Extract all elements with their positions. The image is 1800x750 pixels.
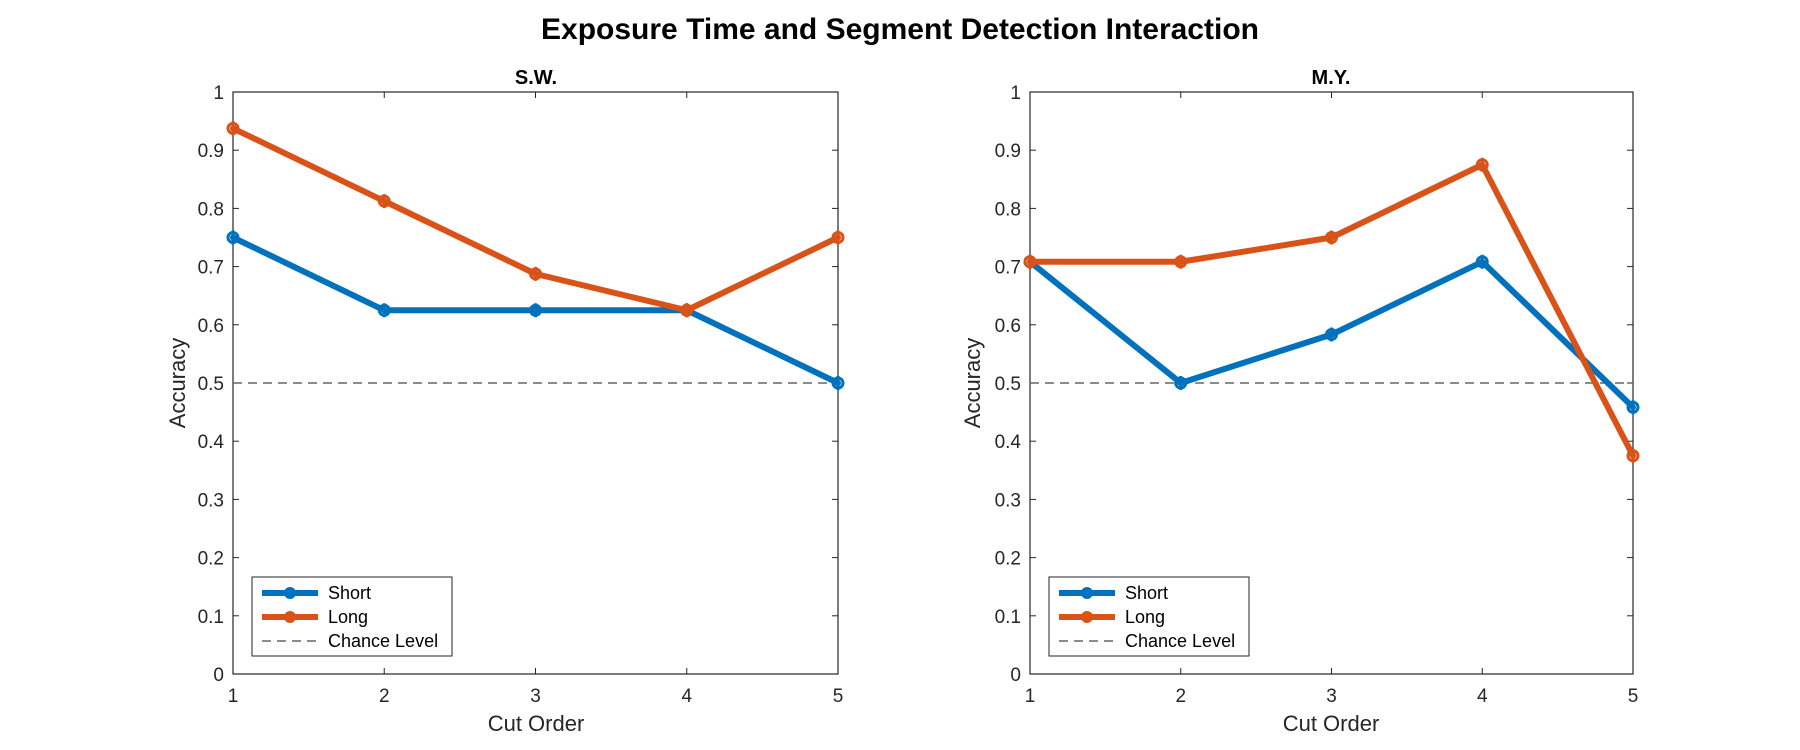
legend-item: Short [1059,583,1168,603]
y-tick-label: 0.6 [995,316,1021,337]
y-tick-label: 0.8 [198,199,224,220]
x-tick-label: 4 [681,686,692,707]
legend-label: Chance Level [1125,631,1235,651]
data-point [1475,157,1489,172]
panel-my: M.Y. Cut Order Accuracy 1 2 3 4 500.10.20.30… [960,67,1640,736]
y-tick-label: 0.1 [995,607,1021,628]
legend-marker [1081,611,1093,623]
y-tick-label: 0.5 [995,374,1021,395]
y-tick-label: 0.4 [198,432,225,453]
data-point [1475,254,1489,269]
x-ticks: 1 2 3 4 5 [228,92,844,707]
legend-label: Short [1125,583,1168,603]
data-point [1626,400,1640,415]
legend-marker [284,611,296,623]
data-point [226,121,240,136]
y-tick-label: 0.4 [995,432,1022,453]
y-tick-label: 0.7 [198,258,224,279]
x-tick-label: 2 [379,686,390,707]
data-point [1325,230,1338,245]
axes-title: S.W. [515,67,557,89]
plot-area: 1 2 3 4 5 0 0.1 0.2 0.3 0.4 0.5 0.6 0.7 0.8 0.9 1 Short L… [198,83,845,707]
x-axis-label: Cut Order [488,711,585,736]
x-tick-label: 4 [1477,686,1488,707]
y-tick-label: 0 [1010,665,1021,686]
axes-title: M.Y. [1312,67,1351,89]
data-point [529,266,542,281]
data-point [529,303,542,318]
y-tick-label: 0.3 [198,490,224,511]
x-tick-label: 3 [530,686,541,707]
figure-title: Exposure Time and Segment Detection Inte… [541,13,1259,46]
y-tick-label: 0.6 [198,316,224,337]
legend-label: Short [328,583,371,603]
legend-label: Long [328,607,368,627]
legend-label: Long [1125,607,1165,627]
legend-item: Long [262,607,368,627]
y-tick-label: 0.2 [995,549,1021,570]
series-long [1023,157,1640,463]
y-axis-label: Accuracy [165,338,190,428]
legend-item: Chance Level [262,631,438,651]
y-tick-label: 1 [1010,83,1021,104]
data-point [1174,376,1188,390]
legend-item: Long [1059,607,1165,627]
y-tick-label: 1 [213,83,224,104]
y-tick-label: 0.9 [198,141,224,162]
panel-sw: S.W. Cut Order Accuracy 1 2 3 4 500.10.20.30… [165,67,845,736]
data-point [377,303,391,318]
data-point [1626,448,1640,463]
data-point [680,303,694,318]
y-ticks: 0 0.1 0.2 0.3 0.4 0.5 0.6 0.7 0.8 0.9 1 [995,83,1633,686]
legend-marker [1081,587,1093,599]
data-point [831,230,845,245]
series-long [226,121,845,318]
data-point [226,230,240,245]
y-ticks: 0 0.1 0.2 0.3 0.4 0.5 0.6 0.7 0.8 0.9 1 [198,83,838,686]
y-axis-label: Accuracy [960,338,985,428]
x-tick-label: 5 [833,686,844,707]
x-tick-label: 5 [1628,686,1639,707]
y-tick-label: 0.9 [995,141,1021,162]
x-tick-label: 1 [1025,686,1036,707]
legend-marker [284,587,296,599]
x-tick-label: 1 [228,686,239,707]
legend: Short Long Chance Level [251,576,453,657]
series-short [226,230,845,390]
x-ticks: 1 2 3 4 5 [1025,92,1639,707]
x-axis-label: Cut Order [1283,711,1380,736]
legend-item: Short [262,583,371,603]
data-point [1023,254,1037,269]
y-tick-label: 0.2 [198,549,224,570]
data-point [1174,254,1188,269]
x-tick-label: 3 [1326,686,1337,707]
data-point [1325,327,1338,342]
series-short [1023,254,1640,415]
y-tick-label: 0 [213,665,224,686]
y-tick-label: 0.7 [995,258,1021,279]
legend-item: Chance Level [1059,631,1235,651]
y-tick-label: 0.8 [995,199,1021,220]
x-tick-label: 2 [1175,686,1186,707]
legend: Short Long Chance Level [1048,576,1250,657]
data-point [377,194,391,209]
y-tick-label: 0.1 [198,607,224,628]
y-tick-label: 0.5 [198,374,224,395]
plot-area: 1 2 3 4 5 0 0.1 0.2 0.3 0.4 0.5 0.6 0.7 0.8 0.9 1 Short L… [995,83,1640,707]
y-tick-label: 0.3 [995,490,1021,511]
data-point [831,376,845,390]
legend-label: Chance Level [328,631,438,651]
